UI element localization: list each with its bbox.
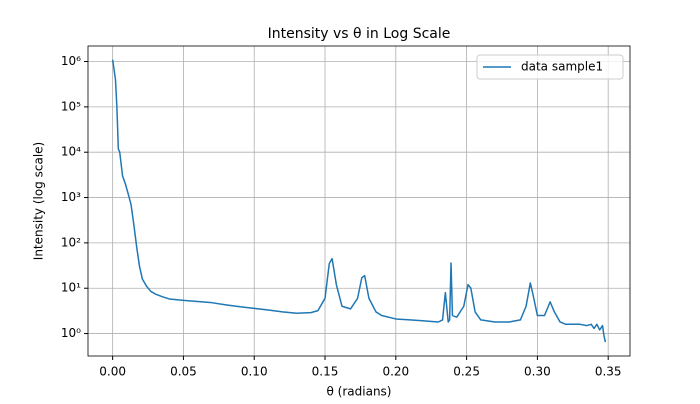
x-axis-label: θ (radians) (327, 385, 392, 399)
y-tick-label: 10⁰ (61, 326, 81, 340)
x-tick-label: 0.00 (99, 365, 126, 379)
y-tick-label: 10⁶ (61, 54, 81, 68)
x-tick-label: 0.05 (170, 365, 197, 379)
x-tick-label: 0.15 (312, 365, 339, 379)
legend-label: data sample1 (521, 60, 603, 74)
y-tick-label: 10⁴ (61, 145, 81, 159)
x-tick-label: 0.10 (241, 365, 268, 379)
y-tick-label: 10³ (61, 190, 81, 204)
x-tick-label: 0.20 (382, 365, 409, 379)
y-tick-label: 10¹ (61, 281, 81, 295)
legend-box (476, 54, 624, 80)
x-tick-label: 0.25 (453, 365, 480, 379)
x-tick-label: 0.35 (595, 365, 622, 379)
y-tick-label: 10⁵ (61, 99, 81, 113)
plot-frame (87, 45, 631, 357)
chart-title: Intensity vs θ in Log Scale (268, 26, 451, 42)
data-line (111, 59, 607, 343)
y-tick-label: 10² (61, 235, 81, 249)
y-axis-label: Intensity (log scale) (32, 142, 46, 260)
x-tick-label: 0.30 (524, 365, 551, 379)
